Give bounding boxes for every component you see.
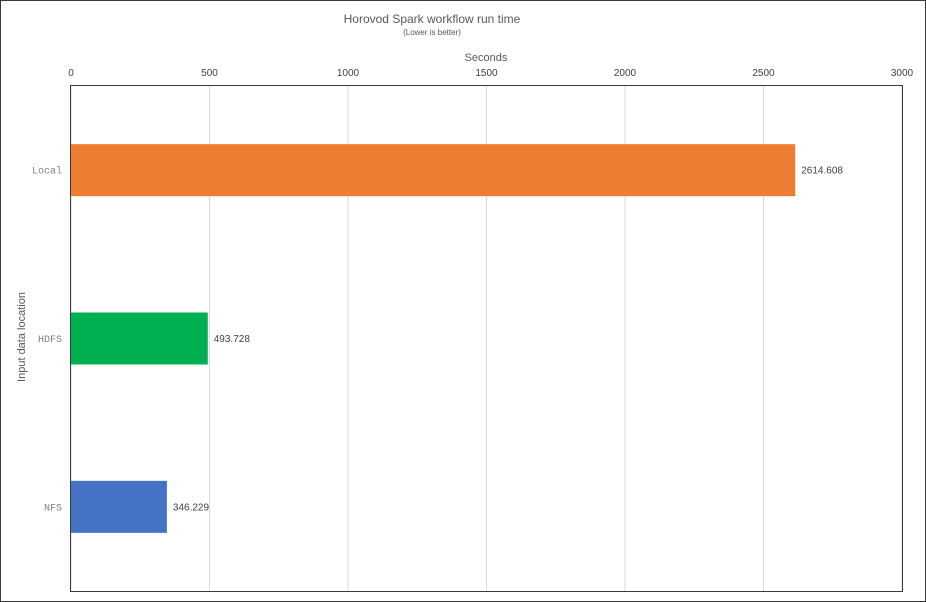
chart-title: Horovod Spark workflow run time <box>344 12 521 26</box>
plot-area <box>70 85 903 592</box>
x-axis-title: Seconds <box>465 52 508 64</box>
category-label-nfs: NFS <box>44 503 62 514</box>
x-tick-label: 2500 <box>752 68 775 79</box>
category-label-local: Local <box>32 166 62 178</box>
data-label-nfs: 346.229 <box>173 502 210 513</box>
data-label-hdfs: 493.728 <box>214 334 251 345</box>
bar-hdfs <box>71 312 208 365</box>
bars: 2614.608 Local 493.728 HDFS 346.229 NFS <box>32 144 843 533</box>
x-axis-ticks: 0 500 1000 1500 2000 2500 3000 <box>68 68 913 79</box>
data-label-local: 2614.608 <box>801 166 843 177</box>
x-tick-label: 2000 <box>614 68 637 79</box>
x-tick-label: 500 <box>201 68 218 79</box>
x-tick-label: 0 <box>68 68 74 79</box>
category-label-hdfs: HDFS <box>38 335 62 346</box>
x-tick-label: 1500 <box>475 68 498 79</box>
y-axis-title: Input data location <box>16 292 28 382</box>
bar-nfs <box>71 480 167 533</box>
x-tick-label: 3000 <box>891 68 914 79</box>
chart-subtitle: (Lower is better) <box>403 28 461 37</box>
x-tick-label: 1000 <box>337 68 360 79</box>
bar-local <box>71 144 796 197</box>
